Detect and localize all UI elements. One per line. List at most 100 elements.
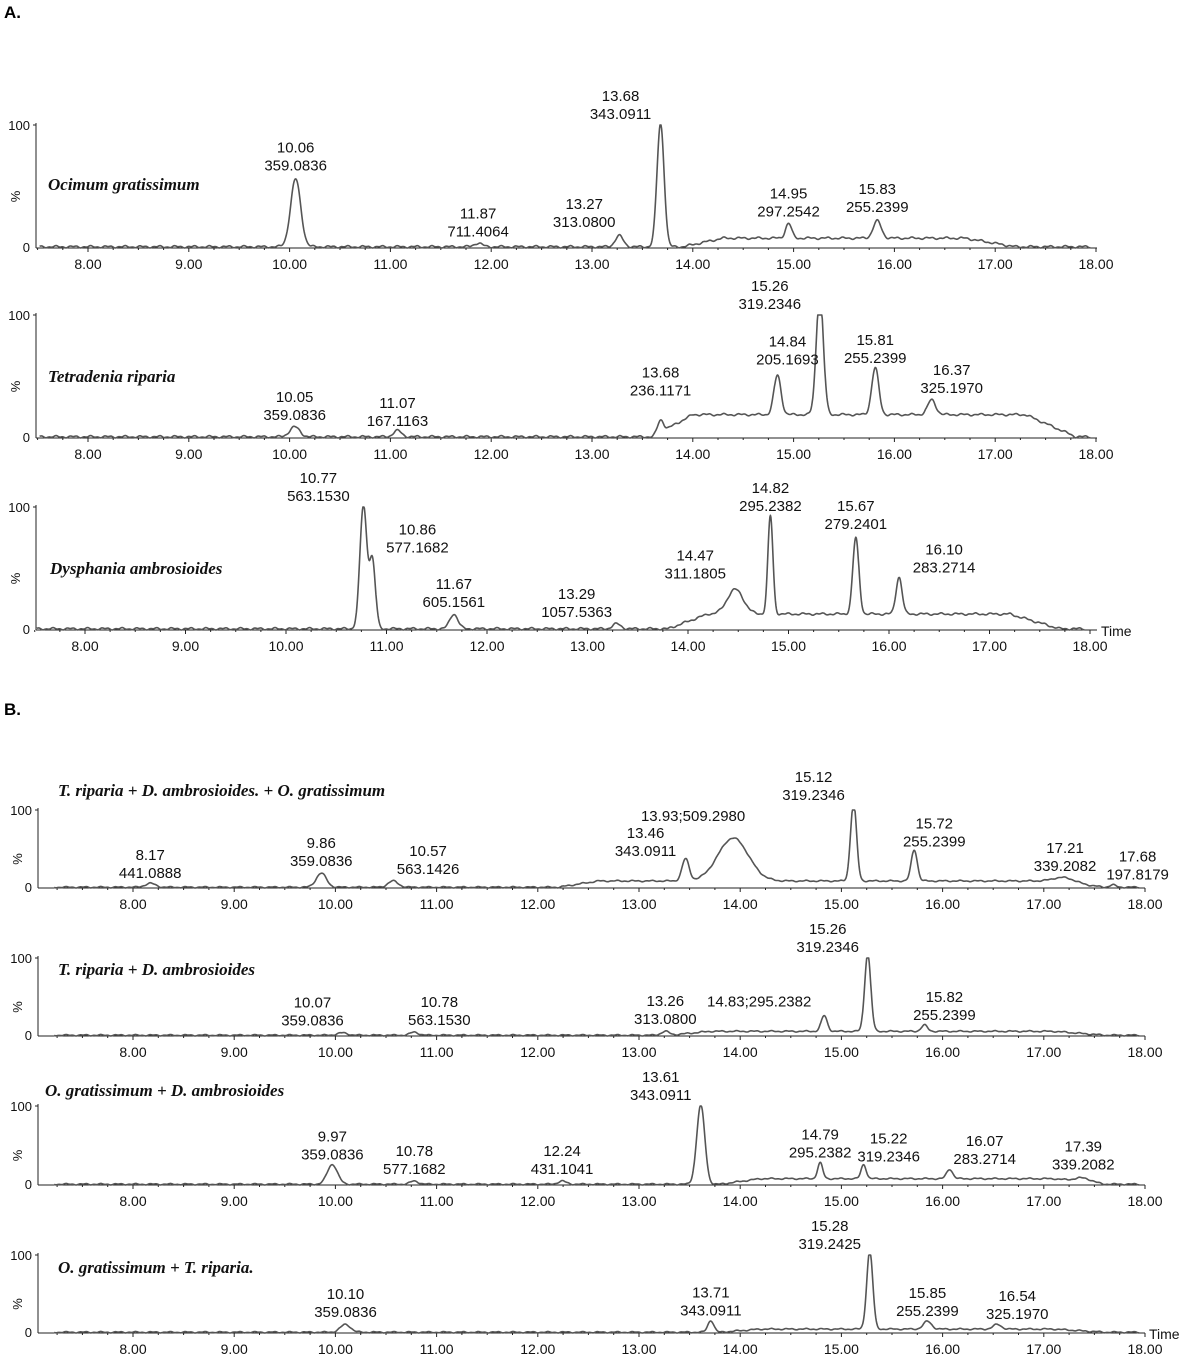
- x-tick-label: 13.00: [621, 1341, 656, 1355]
- peak-label-line: 17.21: [1046, 840, 1084, 857]
- chromatogram-trace: [53, 957, 1140, 1037]
- x-tick-label: 10.00: [272, 256, 307, 272]
- y-tick-label: 0: [25, 880, 32, 895]
- peak-label: 17.21 339.2082: [1034, 840, 1097, 875]
- peak-label-line: 605.1561: [423, 594, 486, 611]
- y-unit-label: %: [8, 190, 23, 202]
- peak-label: 16.37 325.1970: [920, 362, 983, 397]
- chromatogram-panel: 100 0% 8.00 9.00 10.00 11.00 12.00 13.00 14.00 15…: [10, 769, 1169, 912]
- x-tick-label: 18.00: [1078, 256, 1113, 272]
- peak-label-line: 431.1041: [531, 1161, 594, 1178]
- chromatogram-charts: 100 0% 8.00 9.00 10.00 11.00 12.00 13.00 14.00 15…: [8, 88, 1180, 1355]
- peak-label-line: 13.93;509.2980: [641, 808, 745, 825]
- peak-label: 16.07 283.2714: [953, 1133, 1016, 1168]
- peak-label-line: 15.83: [858, 181, 896, 198]
- peak-label: 13.27 313.0800: [553, 196, 616, 231]
- peak-label: 14.95 297.2542: [757, 186, 820, 221]
- peak-label: 11.07 167.1163: [367, 395, 428, 430]
- peak-label: 15.83 255.2399: [846, 181, 909, 216]
- x-tick-label: 15.00: [824, 1044, 859, 1060]
- peak-label-line: 14.79: [801, 1127, 839, 1144]
- peak-label: 15.72 255.2399: [903, 816, 966, 851]
- y-tick-label: 100: [10, 1248, 32, 1263]
- x-tick-label: 10.00: [318, 1044, 353, 1060]
- x-tick-label: 10.00: [268, 638, 303, 654]
- peak-label: 14.47 311.1805: [665, 548, 726, 583]
- peak-label-line: 343.0911: [680, 1302, 741, 1319]
- y-tick-label: 0: [23, 430, 30, 445]
- peak-label-line: 14.82: [752, 480, 790, 497]
- chromatogram-panel: 100 0% 8.00 9.00 10.00 11.00 12.00 13.00 14.00 15…: [10, 921, 1163, 1060]
- peak-label-line: 10.57: [409, 843, 447, 860]
- x-tick-label: 16.00: [877, 256, 912, 272]
- peak-label-line: 563.1530: [287, 488, 350, 505]
- peak-label-line: 313.0800: [553, 214, 616, 231]
- peak-label-line: 15.26: [751, 278, 789, 295]
- peak-label-line: 10.06: [277, 139, 315, 156]
- chromatogram-panel: 100 0% 8.00 9.00 10.00 11.00 12.00 13.00 14.00 15…: [8, 278, 1114, 462]
- peak-label-line: 15.28: [811, 1218, 849, 1235]
- x-tick-label: 9.00: [175, 446, 202, 462]
- y-tick-label: 100: [8, 118, 30, 133]
- peak-label-line: 711.4064: [447, 223, 508, 240]
- peak-label: 10.78 577.1682: [383, 1143, 446, 1178]
- peak-label: 10.86 577.1682: [386, 521, 449, 556]
- x-tick-label: 8.00: [74, 446, 101, 462]
- x-tick-label: 15.00: [824, 1193, 859, 1209]
- chromatogram-title: O. gratissimum + T. riparia.: [58, 1258, 254, 1277]
- x-axis-title: Time: [1149, 1326, 1180, 1342]
- chromatogram-panel: 100 0% 8.00 9.00 10.00 11.00 12.00 13.00 14.00 15…: [8, 88, 1114, 272]
- peak-label-line: 319.2346: [796, 939, 859, 956]
- peak-label-line: 577.1682: [383, 1161, 446, 1178]
- peak-label-line: 15.72: [915, 816, 953, 833]
- y-tick-label: 100: [10, 951, 32, 966]
- chromatogram-title: T. riparia + D. ambrosioides. + O. grati…: [58, 781, 385, 800]
- peak-label-line: 10.77: [300, 470, 338, 487]
- peak-label: 10.07 359.0836: [281, 995, 344, 1030]
- peak-label: 15.85 255.2399: [896, 1285, 959, 1320]
- x-tick-label: 12.00: [474, 446, 509, 462]
- y-unit-label: %: [10, 1001, 25, 1013]
- peak-label: 13.61 343.0911: [630, 1069, 691, 1104]
- peak-label-line: 359.0836: [281, 1013, 344, 1030]
- peak-label-line: 13.26: [647, 993, 685, 1010]
- peak-label-line: 283.2714: [953, 1151, 1016, 1168]
- x-tick-label: 14.00: [723, 896, 758, 912]
- peak-label-line: 1057.5363: [541, 604, 612, 621]
- peak-label-line: 236.1171: [630, 383, 691, 400]
- x-tick-label: 16.00: [877, 446, 912, 462]
- peak-label: 14.79 295.2382: [789, 1127, 852, 1162]
- peak-label-line: 343.0911: [590, 106, 651, 123]
- peak-label: 14.84 205.1693: [756, 334, 819, 369]
- peak-label: 10.57 563.1426: [397, 843, 460, 878]
- peak-label-line: 441.0888: [119, 865, 182, 882]
- peak-label-line: 16.54: [998, 1288, 1036, 1305]
- peak-label: 10.78 563.1530: [408, 994, 471, 1029]
- chromatogram-title: Dysphania ambrosioides: [49, 559, 223, 578]
- peak-label-line: 15.67: [837, 498, 875, 515]
- x-tick-label: 8.00: [119, 1193, 146, 1209]
- peak-label: 11.87 711.4064: [447, 205, 508, 240]
- x-tick-label: 9.00: [221, 1193, 248, 1209]
- peak-label-line: 339.2082: [1052, 1157, 1115, 1174]
- peak-label-line: 359.0836: [264, 157, 327, 174]
- y-tick-label: 0: [25, 1325, 32, 1340]
- x-tick-label: 16.00: [925, 1193, 960, 1209]
- peak-label-line: 311.1805: [665, 566, 726, 583]
- x-tick-label: 8.00: [119, 896, 146, 912]
- x-tick-label: 10.00: [318, 1341, 353, 1355]
- peak-label-line: 14.47: [676, 548, 714, 565]
- peak-label-line: 12.24: [543, 1143, 581, 1160]
- peak-label-line: 577.1682: [386, 539, 449, 556]
- x-tick-label: 14.00: [723, 1193, 758, 1209]
- chromatogram-trace: [36, 506, 1085, 631]
- peak-label: 13.68 236.1171: [630, 365, 691, 400]
- peak-label-line: 15.81: [856, 332, 894, 349]
- peak-label: 15.26 319.2346: [796, 921, 859, 956]
- x-tick-label: 15.00: [776, 256, 811, 272]
- x-tick-label: 14.00: [675, 446, 710, 462]
- peak-label-line: 15.85: [909, 1285, 947, 1302]
- peak-label: 15.81 255.2399: [844, 332, 907, 367]
- x-tick-label: 13.00: [621, 1044, 656, 1060]
- chromatogram-title: Tetradenia riparia: [48, 367, 176, 386]
